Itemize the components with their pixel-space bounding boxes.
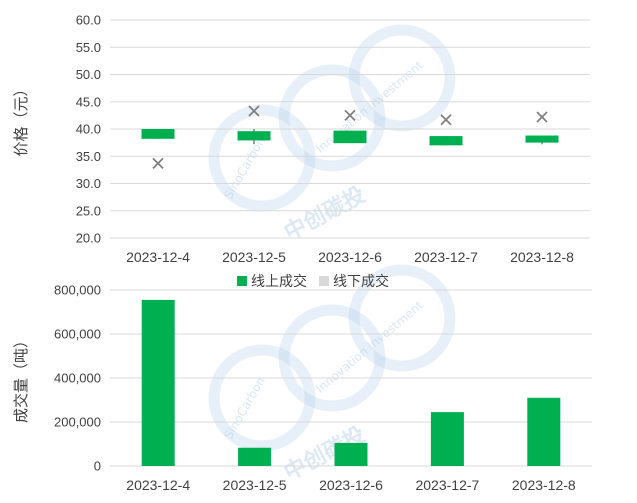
marker-stroke	[152, 157, 164, 169]
volume-bar	[430, 412, 464, 466]
marker-stroke	[248, 105, 260, 117]
legend-swatch	[237, 276, 247, 286]
volume-chart: 0 200,000 400,000 600,000 800,000 成交量（吨） 2023-…	[12, 283, 592, 493]
price-y-tick-label: 40.0	[76, 122, 101, 137]
price-offline-marker	[344, 109, 356, 122]
price-y-axis-title: 价格（元）	[12, 81, 30, 156]
price-range-bar	[525, 135, 559, 143]
price-range-bar	[237, 131, 271, 141]
price-x-tick-label: 2023-12-8	[510, 249, 574, 265]
price-y-tick-label: 25.0	[76, 203, 101, 218]
legend: 线上成交 线下成交	[237, 273, 389, 290]
volume-y-tick-label: 0	[94, 459, 101, 474]
price-range-bar	[333, 130, 367, 144]
legend-label: 线下成交	[333, 273, 389, 290]
price-y-tick-label: 60.0	[76, 13, 101, 28]
price-range-bar	[429, 136, 463, 146]
watermark-ring-right	[348, 24, 456, 132]
price-chart: 20.0 25.0 30.0 35.0 40.0 45.0 50.0 55.0 60.0 价格（元…	[12, 13, 590, 265]
price-y-tick-label: 45.0	[76, 94, 101, 109]
volume-y-tick-label: 400,000	[54, 371, 101, 386]
price-y-tick-label: 20.0	[76, 231, 101, 246]
watermark-ring-middle	[278, 64, 386, 172]
volume-x-tick-label: 2023-12-7	[415, 477, 479, 493]
watermark-ring-middle	[278, 304, 386, 412]
price-y-tick-label: 35.0	[76, 149, 101, 164]
price-y-tick-label: 30.0	[76, 176, 101, 191]
volume-y-tick-label: 200,000	[54, 415, 101, 430]
price-offline-marker	[152, 157, 164, 169]
watermark-en-left: SinoCarbon	[221, 375, 268, 442]
volume-bar	[141, 299, 175, 466]
price-x-tick-label: 2023-12-4	[126, 249, 190, 265]
price-offline-marker	[248, 105, 260, 117]
legend-label: 线上成交	[251, 273, 307, 290]
marker-stroke	[344, 109, 356, 122]
price-range-bar	[141, 129, 175, 139]
volume-bar	[334, 442, 368, 466]
legend-swatch	[319, 276, 329, 286]
volume-y-tick-label: 600,000	[54, 327, 101, 342]
watermark-ring-right	[348, 264, 456, 372]
volume-y-axis-title: 成交量（吨）	[12, 333, 30, 423]
price-y-tick-label: 55.0	[76, 40, 101, 55]
watermark-ring-left	[208, 104, 316, 212]
watermark-en-left: SinoCarbon	[221, 135, 268, 202]
price-y-tick-label: 50.0	[76, 67, 101, 82]
volume-bar	[238, 447, 272, 466]
volume-bar	[527, 397, 561, 466]
price-x-tick-label: 2023-12-7	[414, 249, 478, 265]
volume-x-tick-label: 2023-12-6	[319, 477, 383, 493]
watermark-ring-left	[208, 344, 316, 452]
price-x-tick-label: 2023-12-5	[222, 249, 286, 265]
volume-x-tick-label: 2023-12-4	[126, 477, 190, 493]
volume-x-tick-label: 2023-12-8	[512, 477, 576, 493]
price-offline-marker	[440, 114, 452, 126]
volume-x-tick-label: 2023-12-5	[223, 477, 287, 493]
price-offline-marker	[536, 111, 548, 123]
volume-y-tick-label: 800,000	[54, 283, 101, 298]
price-x-tick-label: 2023-12-6	[318, 249, 382, 265]
marker-stroke	[440, 114, 452, 126]
marker-stroke	[536, 111, 548, 123]
